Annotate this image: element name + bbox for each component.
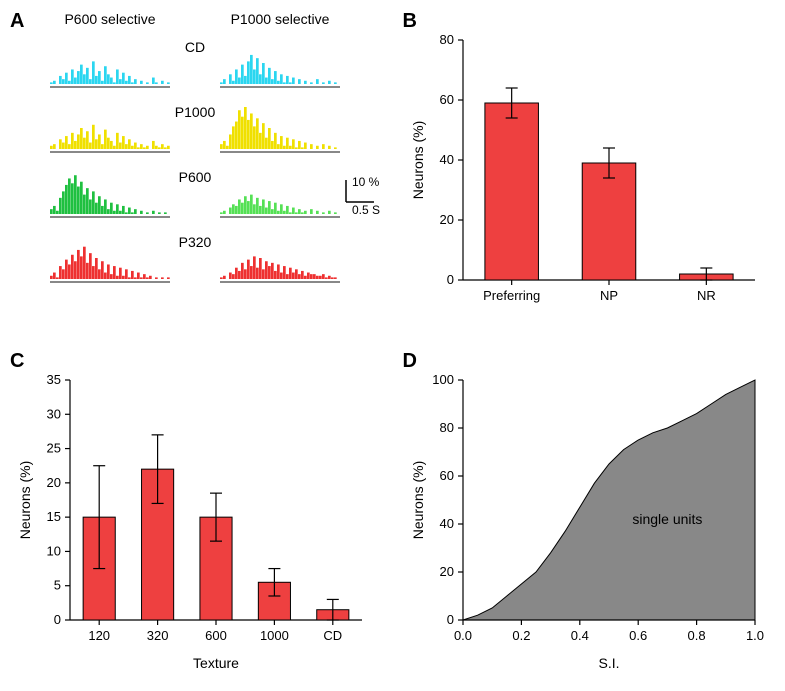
svg-text:20: 20 <box>47 475 61 490</box>
panel-d-cdf: 0 20 40 60 80 100 0.0 0.2 0.4 0.6 0.8 1.0 Neurons (%… <box>403 350 773 680</box>
category-label: Preferring <box>483 288 540 303</box>
row-label: P320 <box>179 234 212 250</box>
svg-text:40: 40 <box>439 152 453 167</box>
panel-a: A P600 selectiveP1000 selectiveCDP1000P6… <box>10 10 383 340</box>
panel-d-label: D <box>403 350 417 373</box>
row-label: P1000 <box>175 104 216 120</box>
row-label: P600 <box>179 169 212 185</box>
panel-c-label: C <box>10 350 24 373</box>
svg-text:5: 5 <box>54 578 61 593</box>
svg-text:60: 60 <box>439 468 453 483</box>
panel-b-barchart: 0 20 40 60 80 Neurons (%) Preferring NP NR <box>403 10 773 340</box>
svg-text:0: 0 <box>446 272 453 287</box>
svg-text:20: 20 <box>439 564 453 579</box>
svg-text:35: 35 <box>47 372 61 387</box>
col-left-header: P600 selective <box>64 11 155 27</box>
svg-text:0.0: 0.0 <box>453 628 471 643</box>
x-axis-label: S.I. <box>598 655 619 671</box>
svg-text:0.6: 0.6 <box>629 628 647 643</box>
svg-text:1.0: 1.0 <box>745 628 763 643</box>
category-label: 320 <box>147 628 169 643</box>
svg-text:10: 10 <box>47 543 61 558</box>
y-axis-label: Neurons (%) <box>17 461 33 540</box>
panel-c-barchart: 0 5 10 15 20 25 30 35 Neurons (%) 120 320 600 1000 CD… <box>10 350 380 680</box>
row-label: CD <box>185 39 205 55</box>
svg-text:60: 60 <box>439 92 453 107</box>
panel-a-psth: P600 selective P1000 selective CD P1000 P600… <box>10 10 380 340</box>
svg-text:100: 100 <box>432 372 454 387</box>
category-label: 120 <box>88 628 110 643</box>
category-label: NR <box>696 288 715 303</box>
x-axis-label: Texture <box>193 655 239 671</box>
category-label: CD <box>323 628 342 643</box>
scale-y: 10 % <box>352 175 380 189</box>
cdf-area <box>463 380 755 620</box>
category-label: 1000 <box>260 628 289 643</box>
svg-text:0.4: 0.4 <box>570 628 588 643</box>
svg-text:0: 0 <box>446 612 453 627</box>
scale-x: 0.5 S <box>352 203 380 217</box>
svg-text:25: 25 <box>47 441 61 456</box>
col-right-header: P1000 selective <box>231 11 330 27</box>
panel-b-label: B <box>403 10 417 33</box>
y-axis-label: Neurons (%) <box>410 461 426 540</box>
svg-text:80: 80 <box>439 420 453 435</box>
svg-text:0.2: 0.2 <box>512 628 530 643</box>
bar <box>484 103 538 280</box>
category-label: 600 <box>205 628 227 643</box>
svg-text:0: 0 <box>54 612 61 627</box>
svg-text:30: 30 <box>47 406 61 421</box>
svg-text:80: 80 <box>439 32 453 47</box>
svg-text:20: 20 <box>439 212 453 227</box>
panel-d: D 0 20 40 60 80 100 0.0 0.2 0.4 0.6 0.8 1.0 Neurons … <box>403 350 776 680</box>
category-label: NP <box>599 288 617 303</box>
panel-b: B 0 20 40 60 80 Neurons (%) Preferring NP NR <box>403 10 776 340</box>
panel-c: C 0 5 10 15 20 25 30 35 Neurons (%) 120 320 600 1000… <box>10 350 383 680</box>
svg-text:0.8: 0.8 <box>687 628 705 643</box>
y-axis-label: Neurons (%) <box>410 121 426 200</box>
bar <box>582 163 636 280</box>
panel-a-label: A <box>10 10 24 33</box>
svg-text:40: 40 <box>439 516 453 531</box>
annotation: single units <box>632 511 702 527</box>
svg-text:15: 15 <box>47 509 61 524</box>
